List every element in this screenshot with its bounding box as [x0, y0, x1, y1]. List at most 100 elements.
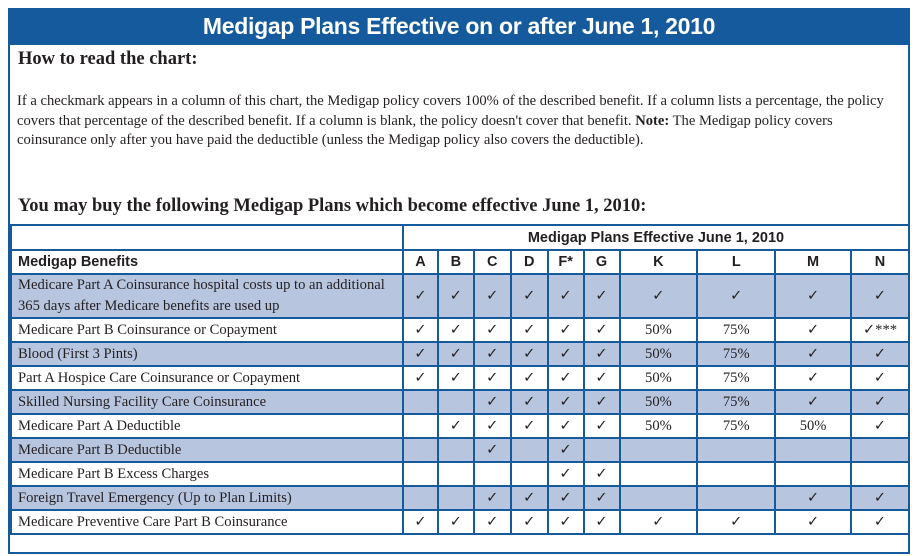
coverage-cell: ✓: [582, 317, 621, 343]
coverage-cell: ✓: [582, 509, 621, 535]
coverage-cell: ✓: [546, 485, 585, 511]
coverage-cell: [401, 437, 439, 463]
coverage-cell: ✓: [472, 413, 512, 439]
coverage-cell: [618, 437, 699, 463]
plan-header-a: A: [401, 249, 439, 275]
coverage-cell: ✓: [774, 273, 852, 319]
coverage-cell: ✓: [546, 389, 585, 415]
table-row: Part A Hospice Care Coinsurance or Copay…: [10, 365, 910, 391]
coverage-cell: ✓: [472, 509, 512, 535]
coverage-cell: ✓: [509, 365, 549, 391]
coverage-cell: [618, 461, 699, 487]
coverage-cell: ✓: [436, 273, 475, 319]
benefits-header: Medigap Benefits: [10, 249, 404, 275]
benefit-name: Medicare Part A Coinsurance hospital cos…: [10, 273, 404, 319]
coverage-cell: ✓: [774, 389, 852, 415]
coverage-cell: ✓: [774, 485, 852, 511]
coverage-cell: ✓: [774, 317, 852, 343]
page-title: Medigap Plans Effective on or after June…: [8, 8, 910, 45]
coverage-cell: [401, 485, 439, 511]
coverage-cell: ✓: [472, 437, 512, 463]
benefit-name: Medicare Part B Deductible: [10, 437, 404, 463]
coverage-cell: ✓: [401, 273, 439, 319]
coverage-cell: ✓: [509, 413, 549, 439]
coverage-cell: 50%: [618, 341, 699, 367]
plan-header-b: B: [436, 249, 475, 275]
group-header: Medigap Plans Effective June 1, 2010: [401, 224, 911, 251]
coverage-cell: 75%: [696, 365, 777, 391]
coverage-cell: ✓: [472, 365, 512, 391]
coverage-cell: ✓: [696, 273, 777, 319]
coverage-cell: ✓: [472, 485, 512, 511]
coverage-cell: [436, 389, 475, 415]
coverage-cell: ✓: [436, 365, 475, 391]
table-row: Medicare Part B Excess Charges ✓ ✓: [10, 461, 910, 487]
coverage-cell: ✓: [582, 413, 621, 439]
coverage-cell: [401, 389, 439, 415]
coverage-cell: ✓: [618, 509, 699, 535]
coverage-cell: [696, 437, 777, 463]
coverage-cell: [509, 437, 549, 463]
table-row: Medicare Part B Coinsurance or Copayment…: [10, 317, 910, 343]
coverage-cell: ✓: [509, 389, 549, 415]
coverage-cell: ✓: [436, 317, 475, 343]
note-text: The Medigap policy covers coinsurance on…: [17, 112, 833, 149]
coverage-cell: [696, 485, 777, 511]
benefit-name: Foreign Travel Emergency (Up to Plan Lim…: [10, 485, 404, 511]
blank-header: [10, 224, 404, 250]
coverage-cell: ✓: [582, 389, 621, 415]
coverage-cell: ✓: [401, 341, 439, 367]
plan-header-n: N: [850, 249, 910, 275]
benefit-name: Medicare Preventive Care Part B Coinsura…: [10, 509, 404, 535]
coverage-cell: 50%: [618, 389, 699, 415]
benefit-name: Medicare Part A Deductible: [10, 413, 404, 439]
coverage-cell: ✓: [546, 273, 585, 319]
coverage-cell: ✓: [436, 341, 475, 367]
coverage-cell: ✓: [546, 317, 585, 343]
coverage-cell: 75%: [696, 413, 777, 439]
coverage-cell: ✓: [546, 461, 585, 487]
coverage-cell: ✓: [582, 273, 621, 319]
coverage-cell: ✓: [401, 317, 439, 343]
coverage-cell: ✓: [436, 509, 475, 535]
coverage-cell: ✓: [472, 317, 512, 343]
coverage-cell: [401, 413, 439, 439]
coverage-cell: ✓: [436, 413, 475, 439]
coverage-cell: ✓: [850, 509, 910, 535]
instructions-text: If a checkmark appears in a column of th…: [17, 93, 884, 129]
coverage-cell: ✓: [472, 273, 512, 319]
coverage-cell: ✓: [546, 413, 585, 439]
table-row: Medicare Preventive Care Part B Coinsura…: [10, 509, 910, 535]
medigap-plans-table: Medigap Plans Effective June 1, 2010 Med…: [10, 224, 911, 535]
plan-header-c: C: [472, 249, 512, 275]
coverage-cell: ✓: [774, 341, 852, 367]
coverage-cell: ✓: [582, 461, 621, 487]
coverage-cell: [436, 437, 475, 463]
coverage-cell: ✓: [774, 365, 852, 391]
coverage-cell: ✓: [850, 365, 910, 391]
plan-header-f: F*: [546, 249, 585, 275]
benefit-name: Medicare Part B Coinsurance or Copayment: [10, 317, 404, 343]
coverage-cell: [774, 437, 852, 463]
how-to-read-heading: How to read the chart:: [18, 49, 198, 69]
coverage-cell: ✓: [509, 273, 549, 319]
table-row: Foreign Travel Emergency (Up to Plan Lim…: [10, 485, 910, 511]
coverage-cell: [509, 461, 549, 487]
coverage-cell: ✓: [546, 341, 585, 367]
coverage-cell: ✓: [509, 341, 549, 367]
plan-header-g: G: [582, 249, 621, 275]
plan-header-l: L: [696, 249, 777, 275]
coverage-cell: ✓***: [850, 317, 910, 343]
table-row: Blood (First 3 Pints) ✓ ✓ ✓ ✓ ✓ ✓ 50% 75% ✓ ✓: [10, 341, 910, 367]
coverage-cell: [618, 485, 699, 511]
coverage-cell: [850, 437, 910, 463]
benefit-name: Part A Hospice Care Coinsurance or Copay…: [10, 365, 404, 391]
coverage-cell: ✓: [472, 341, 512, 367]
coverage-cell: [436, 485, 475, 511]
table-row: Medicare Part B Deductible ✓ ✓: [10, 437, 910, 463]
coverage-cell: [850, 461, 910, 487]
plan-header-d: D: [509, 249, 549, 275]
coverage-cell: ✓: [401, 509, 439, 535]
benefit-name: Medicare Part B Excess Charges: [10, 461, 404, 487]
coverage-cell: [696, 461, 777, 487]
